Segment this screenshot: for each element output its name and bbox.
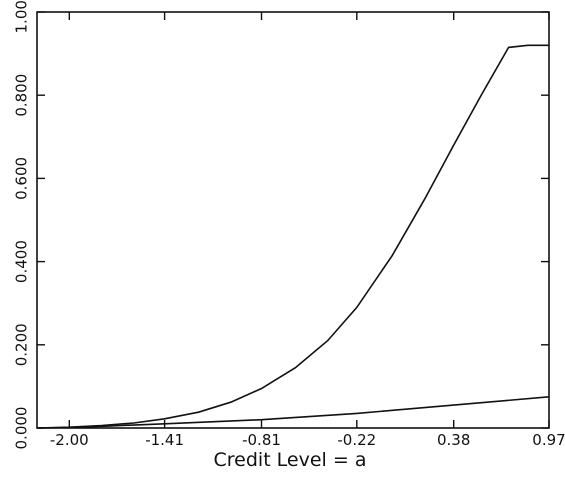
x-tick-label: -2.00 (50, 431, 89, 449)
x-tick-label: 0.97 (532, 431, 565, 449)
y-tick-label: 0.600 (13, 157, 31, 200)
y-tick-label: 1.000 (13, 0, 31, 33)
y-axis: 0.000 0.200 0.400 0.600 0.800 1.000 (13, 0, 549, 450)
x-axis: -2.00 -1.41 -0.81 -0.22 0.38 0.97 (50, 12, 565, 449)
x-axis-title: Credit Level = a (214, 449, 367, 471)
plot-frame (36, 11, 550, 429)
y-tick-label: 0.800 (13, 74, 31, 117)
x-tick-label: -0.81 (242, 431, 281, 449)
y-tick-label: 0.000 (13, 407, 31, 450)
y-tick-label: 0.400 (13, 240, 31, 283)
x-tick-label: -0.22 (337, 431, 376, 449)
series-layer (36, 44, 550, 429)
x-tick-label: -1.41 (145, 431, 184, 449)
y-tick-label: 0.200 (13, 323, 31, 366)
series-line-1 (36, 44, 549, 429)
series-line-2 (36, 396, 550, 429)
x-tick-label: 0.38 (437, 431, 470, 449)
